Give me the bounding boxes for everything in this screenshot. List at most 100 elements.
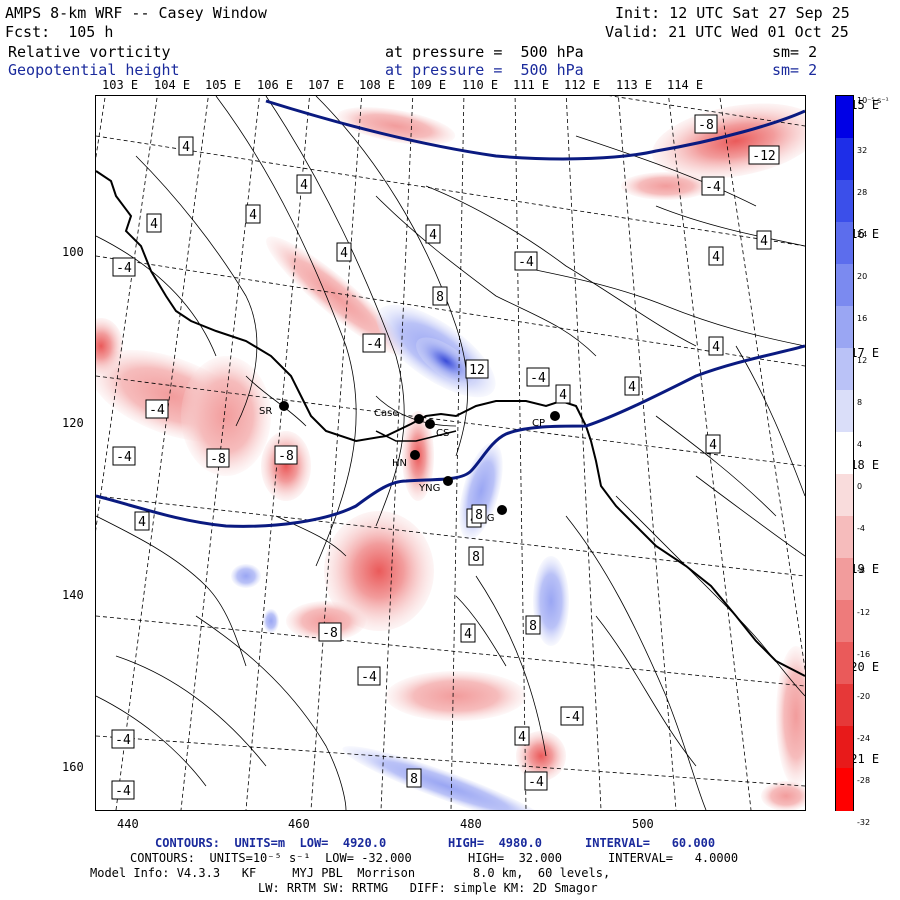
station-markers: [279, 401, 560, 515]
contour-label-box: -4: [514, 251, 538, 271]
colorbar-label-13: -20: [857, 692, 871, 701]
colorbar-label-12: -16: [857, 650, 871, 659]
station-label-cp: CP: [532, 418, 545, 429]
contour-label-box: 4: [146, 213, 162, 233]
lon-label-7: 110 E: [462, 78, 499, 92]
contour-label-text: 8: [410, 772, 418, 787]
field1-label: Relative vorticity: [8, 43, 171, 61]
contour-label-text: 4: [138, 515, 146, 530]
lon-label-6: 109 E: [410, 78, 447, 92]
lon-label-4: 107 E: [308, 78, 345, 92]
colorbar-label-14: -24: [857, 734, 871, 743]
colorbar-swatch-12: [836, 600, 853, 643]
colorbar-swatch-6: [836, 348, 853, 391]
lon-label-1: 104 E: [154, 78, 191, 92]
contour-label-text: -4: [530, 371, 546, 386]
contour-label-box: -4: [362, 333, 386, 353]
init-time: Init: 12 UTC Sat 27 Sep 25: [615, 4, 850, 22]
colorbar-label-9: -4: [857, 524, 865, 533]
contour-label-text: -8: [698, 118, 714, 133]
map-panel[interactable]: SR Case CS HN CP YNG DG 4444444444444444…: [95, 95, 806, 811]
contour-label-box: 8: [525, 615, 541, 635]
sm1-label: sm= 2: [772, 43, 818, 61]
contour-label-text: 8: [436, 290, 444, 305]
contour-label-text: -4: [518, 255, 534, 270]
contour-label-text: 8: [472, 550, 480, 565]
colorbar-swatch-3: [836, 222, 853, 265]
contour-label-text: -4: [564, 710, 580, 725]
colorbar-label-11: -12: [857, 608, 871, 617]
lon-label-11: 114 E: [667, 78, 704, 92]
contour-label-box: 4: [708, 246, 724, 266]
footer-line2-high: HIGH= 32.000: [468, 851, 562, 865]
x-tick-500: 500: [632, 817, 654, 831]
colorbar-swatch-9: [836, 474, 853, 517]
footer-line1-left: CONTOURS: UNITS=m LOW= 4920.0: [155, 836, 387, 850]
contour-label-box: -4: [357, 666, 381, 686]
contour-label-text: 4: [559, 388, 567, 403]
contour-label-box: 4: [425, 224, 441, 244]
model-title: AMPS 8-km WRF -- Casey Window: [5, 4, 267, 22]
colorbar-label-0: 32: [857, 146, 868, 155]
contour-label-text: 4: [760, 234, 768, 249]
contour-label-box: 4: [624, 376, 640, 396]
colorbar-swatch-11: [836, 558, 853, 601]
field2-label: Geopotential height: [8, 61, 180, 79]
station-label-sr: SR: [259, 406, 272, 417]
contour-label-text: -4: [115, 733, 131, 748]
coastline: [96, 170, 805, 677]
station-label-case: Case: [374, 408, 398, 419]
x-tick-460: 460: [288, 817, 310, 831]
contour-label-box: -4: [524, 771, 548, 791]
contour-label-box: -4: [145, 399, 169, 419]
footer-physics-info: LW: RRTM SW: RRTMG DIFF: simple KM: 2D S…: [258, 881, 598, 895]
contour-label-box: 4: [708, 336, 724, 356]
contour-label-box: -4: [526, 367, 550, 387]
lon-label-9: 112 E: [564, 78, 601, 92]
contour-label-box: 8: [406, 768, 422, 788]
contour-label-box: -4: [701, 176, 725, 196]
contour-label-text: -8: [278, 449, 294, 464]
colorbar-label-8: 0: [857, 482, 863, 491]
footer-model-info: Model Info: V4.3.3 KF MYJ PBL Morrison 8…: [90, 866, 611, 880]
contour-label-box: -4: [112, 446, 136, 466]
contour-label-box: 4: [336, 242, 352, 262]
contour-label-text: -12: [752, 149, 775, 164]
contour-label-text: 4: [712, 340, 720, 355]
latlon-grid: [96, 96, 805, 810]
colorbar-label-2: 24: [857, 230, 868, 239]
contour-label-text: -4: [361, 670, 377, 685]
colorbar-swatch-5: [836, 306, 853, 349]
colorbar-label-5: 12: [857, 356, 868, 365]
pressure2-label: at pressure = 500 hPa: [385, 61, 584, 79]
lon-label-10: 113 E: [616, 78, 653, 92]
lon-label-5: 108 E: [359, 78, 396, 92]
lon-label-2: 105 E: [205, 78, 242, 92]
contour-label-box: 4: [296, 174, 312, 194]
footer-line2-interval: INTERVAL= 4.0000: [608, 851, 739, 865]
sm2-label: sm= 2: [772, 61, 818, 79]
contour-label-box: 4: [555, 384, 571, 404]
station-label-yng: YNG: [418, 483, 440, 494]
contour-label-text: -4: [149, 403, 165, 418]
station-label-cs: CS: [436, 428, 449, 439]
contour-label-box: 4: [245, 204, 261, 224]
contour-label-box: -8: [694, 114, 718, 134]
colorbar: [835, 95, 854, 811]
contour-label-text: -4: [366, 337, 382, 352]
pressure1-label: at pressure = 500 hPa: [385, 43, 584, 61]
y-tick-100: 100: [62, 245, 84, 259]
contour-label-box: 4: [514, 726, 530, 746]
contour-label-text: 4: [464, 627, 472, 642]
geopotential-contours: [96, 99, 805, 528]
station-label-dg: DG: [479, 513, 494, 524]
y-tick-160: 160: [62, 760, 84, 774]
contour-label-text: 8: [529, 619, 537, 634]
contour-label-box: -12: [748, 145, 780, 165]
colorbar-label-1: 28: [857, 188, 868, 197]
footer-line2-left: CONTOURS: UNITS=10⁻⁵ s⁻¹ LOW= -32.000: [130, 851, 412, 865]
contour-label-box: 4: [705, 434, 721, 454]
y-tick-140: 140: [62, 588, 84, 602]
contour-label-text: -8: [210, 452, 226, 467]
colorbar-label-6: 8: [857, 398, 863, 407]
